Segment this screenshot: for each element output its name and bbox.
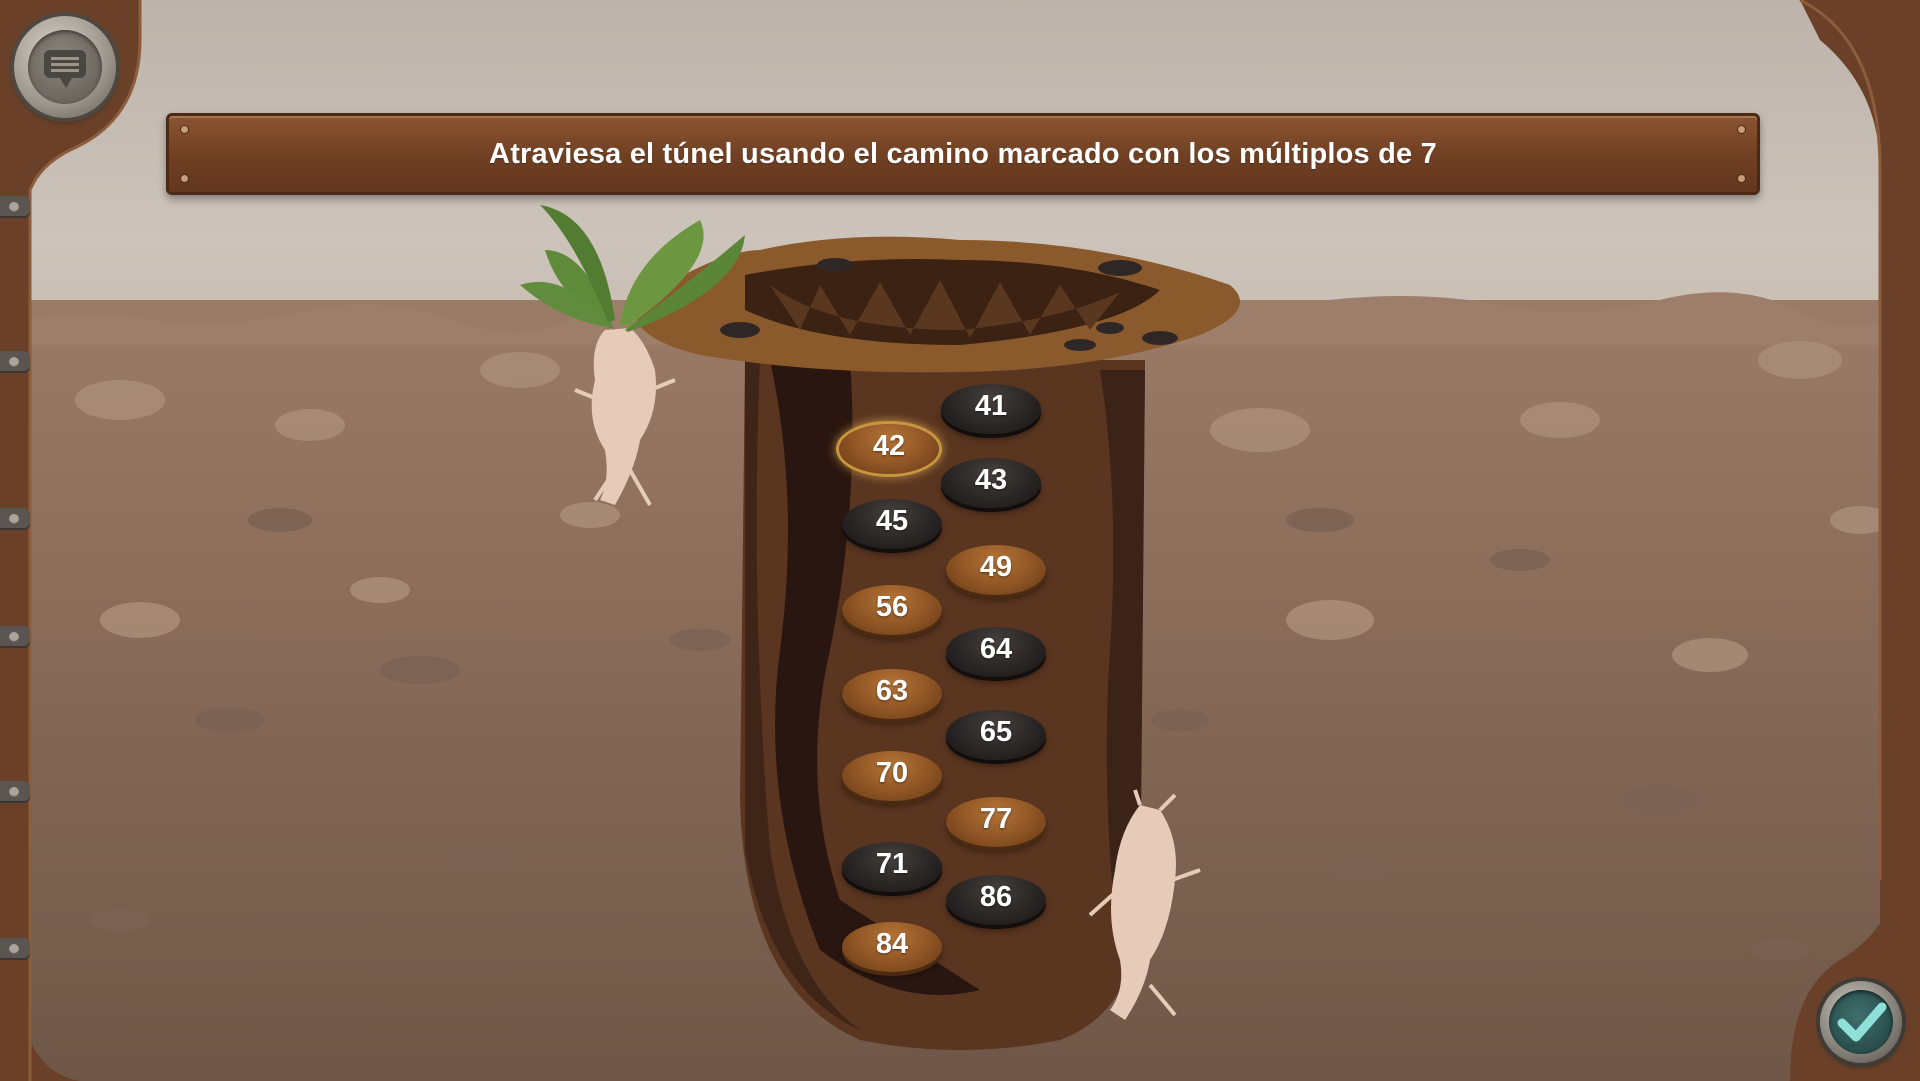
check-button[interactable] xyxy=(1820,981,1902,1063)
stone-number: 65 xyxy=(979,715,1013,748)
chat-bubble-icon xyxy=(44,50,86,88)
checkmark-icon xyxy=(1837,1002,1887,1042)
number-stone[interactable]: 56 xyxy=(842,585,942,635)
stone-number: 56 xyxy=(875,590,909,623)
stone-number: 70 xyxy=(875,756,909,789)
number-stone[interactable]: 45 xyxy=(842,499,942,549)
stone-number: 63 xyxy=(875,674,909,707)
number-stone[interactable]: 70 xyxy=(842,751,942,801)
stone-number: 86 xyxy=(979,880,1013,913)
number-stone[interactable]: 49 xyxy=(946,545,1046,595)
number-stone[interactable]: 77 xyxy=(946,797,1046,847)
stone-number: 42 xyxy=(872,429,906,462)
stone-number: 43 xyxy=(974,463,1008,496)
instruction-text: Atraviesa el túnel usando el camino marc… xyxy=(489,137,1437,170)
number-stone[interactable]: 63 xyxy=(842,669,942,719)
number-stone[interactable]: 86 xyxy=(946,875,1046,925)
frame-rivet xyxy=(0,196,30,218)
number-stone[interactable]: 41 xyxy=(941,384,1041,434)
stone-number: 84 xyxy=(875,927,909,960)
number-stone[interactable]: 64 xyxy=(946,627,1046,677)
number-stone[interactable]: 84 xyxy=(842,922,942,972)
stone-number: 71 xyxy=(875,847,909,880)
number-stone[interactable]: 65 xyxy=(946,710,1046,760)
menu-button[interactable] xyxy=(14,16,116,118)
frame-rivet xyxy=(0,781,30,803)
frame-rivet xyxy=(0,938,30,960)
instruction-banner: Atraviesa el túnel usando el camino marc… xyxy=(166,113,1760,195)
frame-rivet xyxy=(0,351,30,373)
number-stone[interactable]: 42 xyxy=(839,424,939,474)
frame-rivet xyxy=(0,626,30,648)
number-stone[interactable]: 71 xyxy=(842,842,942,892)
frame-rivet xyxy=(0,508,30,530)
mandrake-plant-icon xyxy=(520,205,745,506)
number-stone[interactable]: 43 xyxy=(941,458,1041,508)
stone-number: 77 xyxy=(979,802,1013,835)
stone-number: 45 xyxy=(875,504,909,537)
mandrake-creature-icon xyxy=(1088,789,1201,1020)
stone-number: 41 xyxy=(974,389,1008,422)
stone-number: 64 xyxy=(979,632,1013,665)
stone-number: 49 xyxy=(979,550,1013,583)
